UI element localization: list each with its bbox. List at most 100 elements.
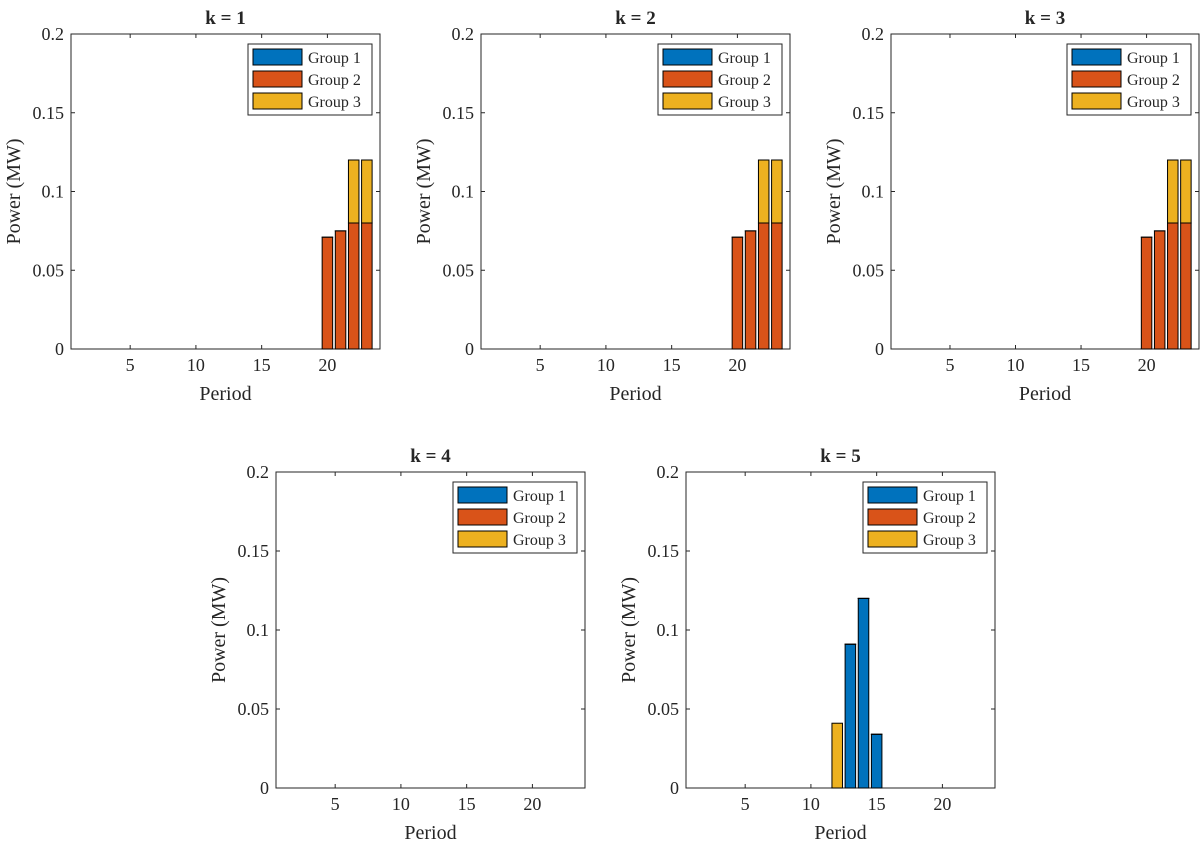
legend-swatch-1 [1071,48,1122,66]
y-tick-label: 0.15 [238,541,270,561]
y-tick-label: 0.1 [247,620,270,640]
y-tick-label: 0.1 [862,182,885,202]
y-axis-label: Power (MW) [618,577,640,683]
legend: Group 1 Group 2 Group 3 [862,481,988,554]
x-tick-label: 5 [536,355,545,375]
legend-swatch-3 [867,530,918,548]
x-tick-label: 15 [663,355,681,375]
bar-group-2-period-20 [321,236,334,350]
y-tick-label: 0.2 [42,24,65,44]
y-axis-label: Power (MW) [208,577,230,683]
x-tick-label: 20 [1138,355,1156,375]
x-tick-label: 10 [392,794,410,814]
legend: Group 1 Group 2 Group 3 [247,43,373,116]
legend-swatch-1 [252,48,303,66]
legend-label-2: Group 2 [718,72,771,89]
chart-title: k = 2 [615,8,655,29]
legend-swatch-1 [867,486,918,504]
legend-swatch-2 [867,508,918,526]
x-tick-label: 15 [253,355,271,375]
bar-group-2-period-20 [731,236,744,350]
bar-group-3-period-22 [757,159,770,224]
x-tick-label: 15 [1072,355,1090,375]
legend-label-2: Group 2 [513,510,566,527]
bar-group-2-period-23 [1180,222,1192,350]
x-tick-label: 10 [802,794,820,814]
y-tick-label: 0 [465,339,474,359]
bar-group-1-period-13 [844,643,857,789]
x-tick-label: 5 [741,794,750,814]
legend-label-1: Group 1 [1127,50,1180,67]
chart-panel-3: k = 3 0 0.05 0.1 0.15 0.2 5 10 15 20 Period Power (… [823,8,1200,405]
bar-group-2-period-22 [757,222,770,350]
y-tick-label: 0.05 [853,260,885,280]
bar-group-3-period-22 [347,159,360,224]
y-axis-label: Power (MW) [823,138,845,244]
x-tick-label: 5 [331,794,340,814]
legend-swatch-2 [457,508,508,526]
x-axis-label: Period [814,822,866,844]
y-tick-label: 0.15 [443,103,475,123]
bar-group-3-period-23 [771,159,783,224]
x-tick-label: 20 [728,355,746,375]
bar-group-3-period-23 [1180,159,1192,224]
x-tick-label: 10 [597,355,615,375]
x-tick-label: 10 [187,355,205,375]
legend-swatch-2 [662,70,713,88]
y-axis-label: Power (MW) [413,138,435,244]
legend: Group 1 Group 2 Group 3 [1066,43,1192,116]
y-tick-label: 0.1 [657,620,680,640]
chart-title: k = 3 [1025,8,1065,29]
y-tick-label: 0 [670,778,679,798]
bar-group-1-period-14 [857,597,870,789]
y-tick-label: 0.15 [33,103,65,123]
chart-panel-1: k = 1 0 0.05 0.1 0.15 0.2 5 10 15 20 Period Power (… [3,8,381,405]
y-tick-label: 0.2 [862,24,885,44]
bar-group-3-period-12 [831,722,843,789]
legend-label-3: Group 3 [513,532,566,549]
legend: Group 1 Group 2 Group 3 [452,481,578,554]
x-tick-label: 20 [318,355,336,375]
x-tick-label: 15 [868,794,886,814]
x-tick-label: 5 [945,355,954,375]
y-tick-label: 0.2 [657,462,680,482]
y-tick-label: 0 [260,778,269,798]
bar-group-2-period-21 [334,230,347,350]
legend-swatch-3 [1071,92,1122,110]
bar-group-2-period-21 [1153,230,1166,350]
legend-label-1: Group 1 [718,50,771,67]
legend-label-1: Group 1 [513,488,566,505]
x-axis-label: Period [199,383,251,405]
x-axis-label: Period [609,383,661,405]
legend-label-1: Group 1 [308,50,361,67]
y-tick-label: 0.15 [648,541,680,561]
legend-swatch-3 [457,530,508,548]
legend-label-1: Group 1 [923,488,976,505]
bar-group-2-period-23 [771,222,783,350]
legend-swatch-1 [662,48,713,66]
legend-label-3: Group 3 [718,94,771,111]
legend-swatch-1 [457,486,508,504]
x-axis-label: Period [1019,383,1071,405]
bar-group-2-period-22 [347,222,360,350]
legend-label-3: Group 3 [308,94,361,111]
chart-panel-2: k = 2 0 0.05 0.1 0.15 0.2 5 10 15 20 Period Power (… [413,8,791,405]
chart-title: k = 1 [205,8,245,29]
legend-swatch-2 [1071,70,1122,88]
chart-title: k = 5 [820,446,860,467]
x-tick-label: 10 [1007,355,1025,375]
bar-group-1-period-15 [870,733,883,789]
y-tick-label: 0.15 [853,103,885,123]
chart-panel-4: k = 4 0 0.05 0.1 0.15 0.2 5 10 15 20 Period Power (… [208,446,586,844]
bar-group-3-period-22 [1167,159,1179,224]
legend: Group 1 Group 2 Group 3 [657,43,783,116]
chart-title: k = 4 [410,446,451,467]
y-tick-label: 0.05 [443,260,475,280]
y-tick-label: 0.1 [452,182,475,202]
y-tick-label: 0.2 [247,462,270,482]
legend-swatch-3 [662,92,713,110]
x-axis-label: Period [404,822,456,844]
y-tick-label: 0 [875,339,884,359]
y-tick-label: 0.1 [42,182,65,202]
